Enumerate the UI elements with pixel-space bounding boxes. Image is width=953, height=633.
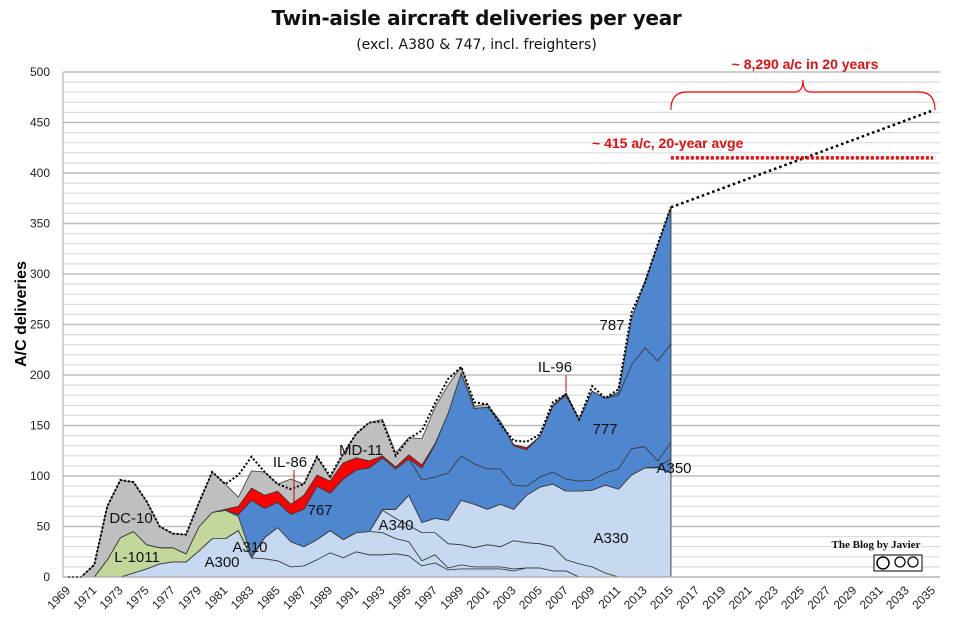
x-tick-label: 1985 bbox=[254, 583, 283, 612]
x-tick-label: 1981 bbox=[202, 583, 231, 612]
x-tick-label: 2017 bbox=[673, 583, 702, 612]
x-tick-labels: 1969197119731975197719791981198319851987… bbox=[44, 583, 938, 612]
y-tick-label: 300 bbox=[30, 267, 50, 281]
x-tick-label: 2027 bbox=[804, 583, 833, 612]
x-tick-label: 1989 bbox=[306, 583, 335, 612]
series-label-l-1011: L-1011 bbox=[114, 549, 160, 566]
series-label-dc-10: DC-10 bbox=[109, 510, 152, 527]
y-tick-label: 200 bbox=[30, 368, 50, 382]
series-label-a350: A350 bbox=[656, 460, 691, 477]
y-tick-label: 250 bbox=[30, 318, 50, 332]
y-tick-label: 50 bbox=[37, 520, 51, 534]
chart-subtitle: (excl. A380 & 747, incl. freighters) bbox=[356, 37, 597, 53]
x-tick-label: 1995 bbox=[385, 583, 414, 612]
x-tick-label: 1983 bbox=[228, 583, 257, 612]
chart-title: Twin-aisle aircraft deliveries per year bbox=[271, 6, 682, 30]
x-tick-label: 1999 bbox=[438, 583, 467, 612]
total-label: ~ 8,290 a/c in 20 years bbox=[732, 56, 879, 72]
y-tick-label: 100 bbox=[30, 469, 50, 483]
forecast-group: ~ 415 a/c, 20-year avge ~ 8,290 a/c in 20… bbox=[592, 56, 936, 209]
x-tick-label: 2025 bbox=[778, 583, 807, 612]
series-label-767: 767 bbox=[307, 502, 332, 519]
y-tick-label: 450 bbox=[30, 116, 50, 130]
x-tick-label: 2015 bbox=[647, 583, 676, 612]
y-tick-label: 500 bbox=[30, 65, 50, 79]
x-tick-label: 1975 bbox=[123, 583, 152, 612]
series-label-md-11: MD-11 bbox=[339, 442, 383, 459]
x-tick-label: 1979 bbox=[175, 583, 204, 612]
x-tick-label: 2013 bbox=[621, 583, 650, 612]
series-label-a310: A310 bbox=[232, 539, 267, 556]
by-icon bbox=[894, 556, 906, 568]
y-tick-label: 400 bbox=[30, 166, 50, 180]
x-tick-label: 2033 bbox=[883, 583, 912, 612]
sa-icon bbox=[907, 556, 919, 568]
series-label-a300: A300 bbox=[204, 554, 239, 571]
x-tick-label: 2009 bbox=[569, 583, 598, 612]
y-tick-labels: 0 50 100 150 200 250 300 350 400 450 500 bbox=[30, 65, 50, 584]
x-tick-label: 2029 bbox=[831, 583, 860, 612]
brace-bracket bbox=[670, 79, 936, 111]
series-label-787: 787 bbox=[599, 317, 624, 334]
series-label-a340: A340 bbox=[378, 517, 413, 534]
x-tick-label: 1971 bbox=[71, 583, 100, 612]
stacked-areas bbox=[67, 206, 672, 578]
x-tick-label: 2007 bbox=[542, 583, 571, 612]
series-label-a330: A330 bbox=[593, 530, 628, 547]
x-tick-label: 2005 bbox=[516, 583, 545, 612]
x-tick-label: 1991 bbox=[333, 583, 362, 612]
series-label-il-86: IL-86 bbox=[273, 454, 307, 471]
x-tick-label: 1973 bbox=[97, 583, 126, 612]
average-label: ~ 415 a/c, 20-year avge bbox=[592, 135, 744, 151]
x-tick-label: 1997 bbox=[411, 583, 440, 612]
x-tick-label: 1969 bbox=[44, 583, 73, 612]
watermark-text: The Blog by Javier bbox=[832, 539, 921, 551]
x-tick-label: 2011 bbox=[595, 583, 623, 611]
x-tick-label: 2035 bbox=[909, 583, 938, 612]
x-tick-label: 2003 bbox=[490, 583, 519, 612]
x-tick-label: 1977 bbox=[149, 583, 178, 612]
watermark-group: The Blog by Javier bbox=[832, 539, 923, 572]
x-tick-label: 2023 bbox=[752, 583, 781, 612]
y-tick-label: 150 bbox=[30, 419, 50, 433]
series-label-il-96: IL-96 bbox=[538, 359, 572, 376]
axes bbox=[62, 72, 940, 578]
x-tick-label: 2021 bbox=[726, 583, 755, 612]
x-tick-label: 2019 bbox=[700, 583, 729, 612]
x-tick-label: 2031 bbox=[857, 583, 886, 612]
x-tick-label: 1993 bbox=[359, 583, 388, 612]
y-tick-label: 0 bbox=[43, 570, 50, 584]
x-tick-label: 2001 bbox=[464, 583, 493, 612]
y-tick-label: 350 bbox=[30, 217, 50, 231]
series-label-777: 777 bbox=[592, 421, 617, 438]
cc-icon bbox=[876, 556, 890, 570]
x-tick-label: 1987 bbox=[280, 583, 309, 612]
